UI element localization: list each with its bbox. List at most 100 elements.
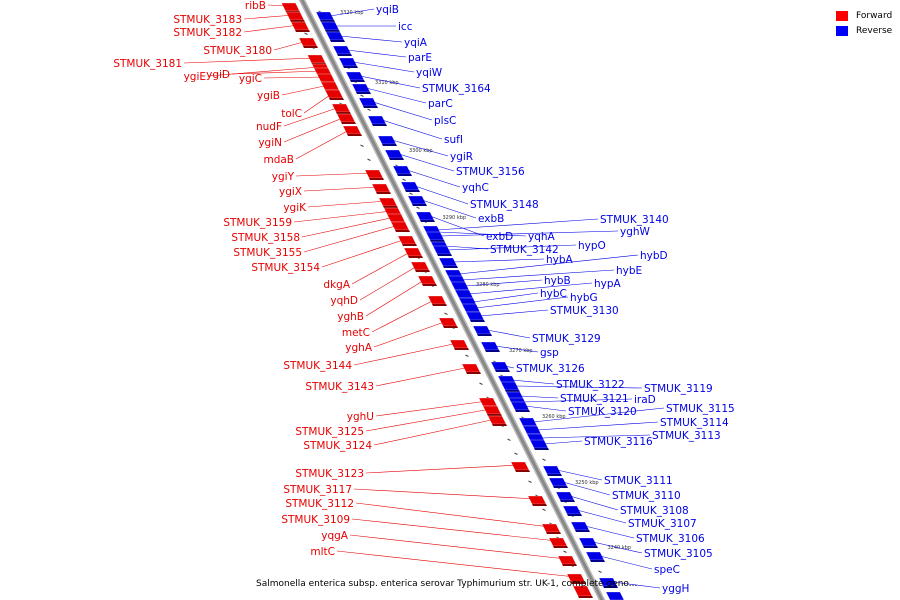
gene-label-STMUK_3182[interactable]: STMUK_3182 [173,27,242,39]
forward-gene[interactable] [364,169,384,179]
gene-label-STMUK_3122[interactable]: STMUK_3122 [556,379,625,391]
gene-label-ygiC[interactable]: ygiC [239,73,262,85]
gene-label-ygiR[interactable]: ygiR [450,151,473,163]
gene-label-ygiX[interactable]: ygiX [279,186,302,198]
gene-label-hybG[interactable]: hybG [570,292,598,304]
reverse-gene[interactable] [367,115,387,125]
gene-label-yqiW[interactable]: yqiW [416,67,443,79]
forward-gene[interactable] [316,73,336,83]
forward-gene[interactable] [438,317,458,327]
gene-label-STMUK_3108[interactable]: STMUK_3108 [620,505,689,517]
reverse-gene[interactable] [377,135,397,145]
gene-label-sufI[interactable]: sufI [444,134,463,146]
forward-gene[interactable] [548,537,568,547]
forward-gene[interactable] [527,495,547,505]
gene-label-ygiB[interactable]: ygiB [257,90,280,102]
forward-gene[interactable] [378,197,398,207]
forward-gene[interactable] [331,103,351,113]
gene-label-parE[interactable]: parE [408,52,432,64]
gene-label-iraD[interactable]: iraD [634,394,656,406]
forward-gene[interactable] [390,221,410,231]
gene-label-mdaB[interactable]: mdaB [263,154,294,166]
gene-label-STMUK_3164[interactable]: STMUK_3164 [422,83,491,95]
gene-label-STMUK_3119[interactable]: STMUK_3119 [644,383,713,395]
gene-label-STMUK_3148[interactable]: STMUK_3148 [470,199,539,211]
reverse-gene[interactable] [351,83,371,93]
gene-label-ygiK[interactable]: ygiK [283,202,307,214]
gene-label-STMUK_3109[interactable]: STMUK_3109 [281,514,350,526]
gene-label-STMUK_3117[interactable]: STMUK_3117 [283,484,352,496]
gene-label-metC[interactable]: metC [342,327,370,339]
gene-label-speC[interactable]: speC [654,564,680,576]
gene-label-dkgA[interactable]: dkgA [323,279,350,291]
gene-label-yqhA[interactable]: yqhA [528,231,556,243]
reverse-gene[interactable] [358,97,378,107]
gene-label-STMUK_3105[interactable]: STMUK_3105 [644,548,713,560]
forward-gene[interactable] [290,21,310,31]
gene-label-ygiE[interactable]: ygiE [184,71,206,83]
forward-gene[interactable] [417,275,437,285]
gene-label-STMUK_3155[interactable]: STMUK_3155 [233,247,302,259]
gene-label-STMUK_3112[interactable]: STMUK_3112 [285,498,354,510]
gene-label-yghU[interactable]: yghU [347,411,374,423]
reverse-gene[interactable] [548,477,568,487]
gene-label-parC[interactable]: parC [428,98,453,110]
gene-label-STMUK_3183[interactable]: STMUK_3183 [173,14,242,26]
gene-label-tolC[interactable]: tolC [281,108,302,120]
gene-label-STMUK_3181[interactable]: STMUK_3181 [113,58,182,70]
forward-gene[interactable] [403,247,423,257]
gene-label-STMUK_3180[interactable]: STMUK_3180 [203,45,272,57]
gene-label-STMUK_3110[interactable]: STMUK_3110 [612,490,681,502]
gene-label-yghW[interactable]: yghW [620,226,651,238]
forward-gene[interactable] [541,523,561,533]
gene-label-STMUK_3116[interactable]: STMUK_3116 [584,436,653,448]
gene-label-ribB[interactable]: ribB [245,0,266,12]
reverse-gene[interactable] [384,149,404,159]
gene-label-STMUK_3156[interactable]: STMUK_3156 [456,166,525,178]
gene-label-STMUK_3115[interactable]: STMUK_3115 [666,403,735,415]
reverse-gene[interactable] [585,551,605,561]
gene-label-STMUK_3111[interactable]: STMUK_3111 [604,475,673,487]
gene-label-yqgA[interactable]: yqgA [321,530,349,542]
gene-label-hybC[interactable]: hybC [540,288,567,300]
gene-label-hypO[interactable]: hypO [578,240,606,252]
gene-label-hybD[interactable]: hybD [640,250,668,262]
gene-label-STMUK_3142[interactable]: STMUK_3142 [490,244,559,256]
gene-label-hybB[interactable]: hybB [544,275,571,287]
reverse-gene[interactable] [562,505,582,515]
gene-label-STMUK_3144[interactable]: STMUK_3144 [283,360,352,372]
gene-label-yggH[interactable]: yggH [662,583,689,595]
gene-label-ygiD[interactable]: ygiD [206,69,230,81]
gene-label-STMUK_3140[interactable]: STMUK_3140 [600,214,669,226]
gene-label-hybA[interactable]: hybA [546,254,574,266]
forward-gene[interactable] [285,11,305,21]
reverse-gene[interactable] [415,211,435,221]
reverse-gene[interactable] [400,181,420,191]
gene-label-exbB[interactable]: exbB [478,213,504,225]
gene-label-STMUK_3126[interactable]: STMUK_3126 [516,363,585,375]
forward-gene[interactable] [298,37,318,47]
gene-label-yqiA[interactable]: yqiA [404,37,428,49]
gene-label-nudF[interactable]: nudF [256,121,282,133]
forward-gene[interactable] [307,54,326,64]
gene-label-STMUK_3159[interactable]: STMUK_3159 [223,217,292,229]
reverse-gene[interactable] [570,521,590,531]
gene-label-STMUK_3114[interactable]: STMUK_3114 [660,417,729,429]
gene-label-yqhC[interactable]: yqhC [462,182,489,194]
gene-label-gsp[interactable]: gsp [540,347,559,359]
gene-label-yghB[interactable]: yghB [337,311,364,323]
gene-label-STMUK_3107[interactable]: STMUK_3107 [628,518,697,530]
forward-gene[interactable] [342,125,362,135]
gene-label-STMUK_3121[interactable]: STMUK_3121 [560,393,629,405]
forward-gene[interactable] [557,555,577,565]
gene-label-STMUK_3120[interactable]: STMUK_3120 [568,406,637,418]
gene-label-STMUK_3158[interactable]: STMUK_3158 [231,232,300,244]
gene-label-mltC[interactable]: mltC [310,546,335,558]
forward-gene[interactable] [281,2,300,12]
forward-gene[interactable] [427,295,447,305]
gene-label-STMUK_3124[interactable]: STMUK_3124 [303,440,372,452]
gene-label-exbD[interactable]: exbD [486,231,513,243]
reverse-gene[interactable] [605,591,625,600]
gene-label-yqiB[interactable]: yqiB [376,4,399,16]
gene-label-STMUK_3106[interactable]: STMUK_3106 [636,533,705,545]
